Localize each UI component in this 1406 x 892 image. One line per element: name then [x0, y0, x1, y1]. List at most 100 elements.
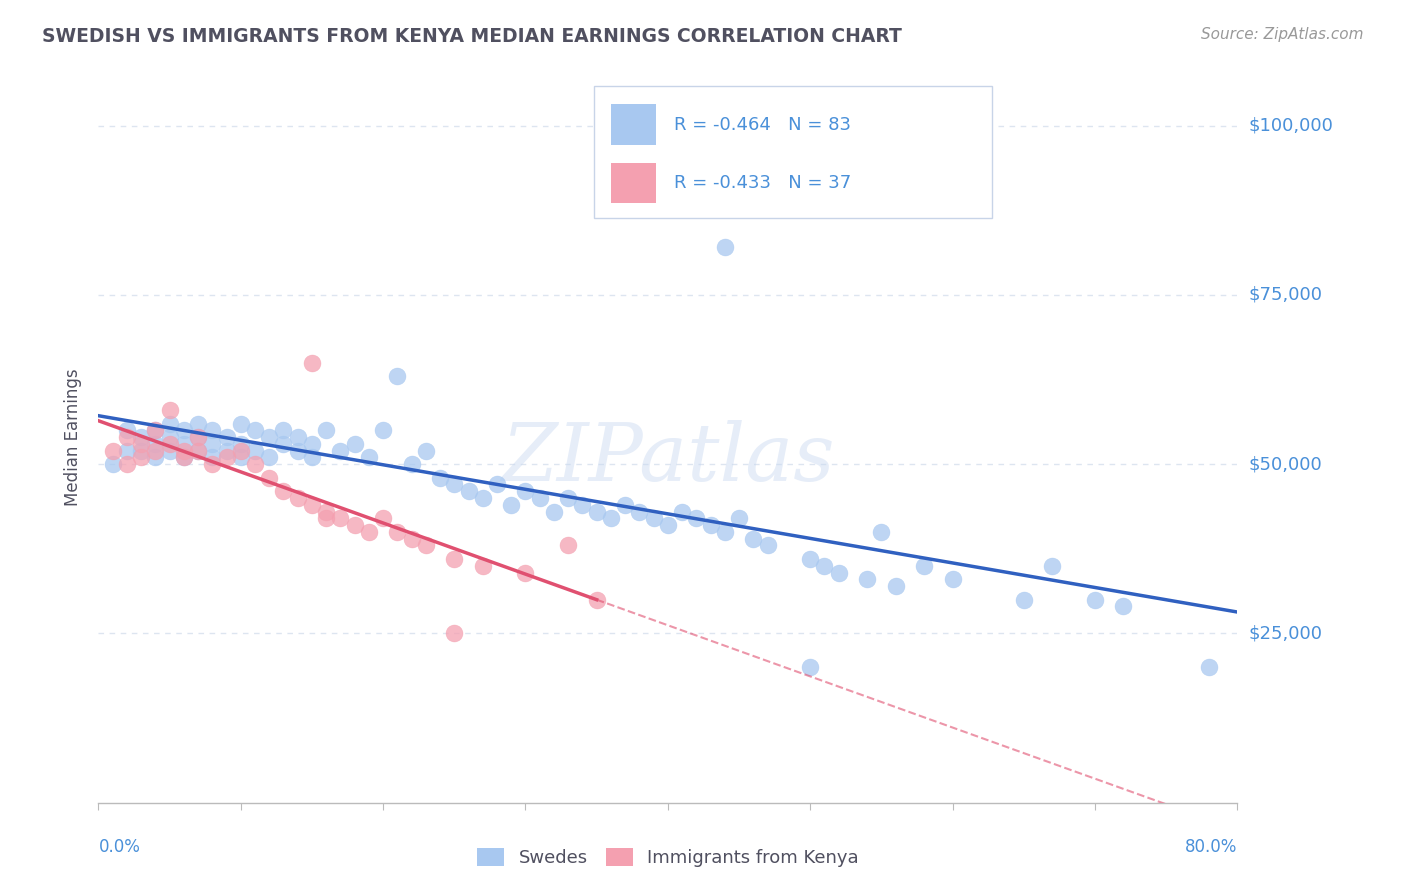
Point	[443, 477, 465, 491]
Point	[301, 355, 323, 369]
Point	[329, 511, 352, 525]
Point	[173, 450, 195, 465]
Point	[557, 538, 579, 552]
Bar	[612, 104, 657, 145]
Point	[145, 443, 167, 458]
Text: R = -0.464   N = 83: R = -0.464 N = 83	[673, 116, 851, 134]
Point	[828, 566, 851, 580]
Point	[628, 505, 651, 519]
Point	[387, 369, 409, 384]
Point	[1084, 592, 1107, 607]
Point	[301, 450, 323, 465]
Point	[187, 443, 209, 458]
Point	[813, 558, 835, 573]
Point	[315, 511, 337, 525]
Text: Source: ZipAtlas.com: Source: ZipAtlas.com	[1201, 27, 1364, 42]
Point	[742, 532, 765, 546]
Point	[145, 423, 167, 437]
Point	[101, 443, 124, 458]
Point	[671, 505, 693, 519]
Point	[129, 450, 152, 465]
Point	[215, 443, 238, 458]
Point	[471, 558, 494, 573]
Point	[942, 572, 965, 586]
Point	[145, 450, 167, 465]
Point	[799, 660, 821, 674]
Point	[187, 430, 209, 444]
Point	[357, 524, 380, 539]
Point	[443, 552, 465, 566]
Point	[173, 443, 195, 458]
Point	[401, 457, 423, 471]
Point	[756, 538, 779, 552]
Point	[115, 423, 138, 437]
Point	[699, 518, 721, 533]
Point	[571, 498, 593, 512]
Point	[145, 437, 167, 451]
Bar	[612, 163, 657, 203]
Point	[229, 450, 252, 465]
Point	[273, 437, 295, 451]
Point	[229, 417, 252, 431]
Point	[201, 457, 224, 471]
Point	[714, 524, 737, 539]
Point	[343, 437, 366, 451]
Point	[614, 498, 637, 512]
Point	[585, 592, 607, 607]
Point	[657, 518, 679, 533]
Point	[357, 450, 380, 465]
Text: 0.0%: 0.0%	[98, 838, 141, 855]
Point	[215, 430, 238, 444]
Point	[259, 430, 281, 444]
Point	[1198, 660, 1220, 674]
Point	[129, 430, 152, 444]
Point	[229, 443, 252, 458]
Point	[884, 579, 907, 593]
Point	[387, 524, 409, 539]
Point	[501, 498, 523, 512]
Point	[515, 484, 537, 499]
Point	[600, 186, 623, 201]
Point	[201, 450, 224, 465]
Point	[315, 423, 337, 437]
Point	[201, 437, 224, 451]
Point	[373, 511, 395, 525]
Point	[159, 417, 181, 431]
Point	[643, 511, 665, 525]
Point	[159, 403, 181, 417]
Point	[273, 484, 295, 499]
FancyBboxPatch shape	[593, 86, 993, 218]
Point	[159, 443, 181, 458]
Point	[685, 511, 707, 525]
Text: SWEDISH VS IMMIGRANTS FROM KENYA MEDIAN EARNINGS CORRELATION CHART: SWEDISH VS IMMIGRANTS FROM KENYA MEDIAN …	[42, 27, 903, 45]
Point	[243, 423, 266, 437]
Point	[799, 552, 821, 566]
Point	[301, 498, 323, 512]
Point	[243, 457, 266, 471]
Point	[329, 443, 352, 458]
Point	[415, 538, 437, 552]
Point	[1112, 599, 1135, 614]
Point	[343, 518, 366, 533]
Point	[714, 240, 737, 254]
Point	[273, 423, 295, 437]
Point	[187, 430, 209, 444]
Point	[115, 457, 138, 471]
Point	[115, 443, 138, 458]
Point	[129, 437, 152, 451]
Point	[159, 430, 181, 444]
Point	[173, 450, 195, 465]
Point	[486, 477, 509, 491]
Point	[115, 430, 138, 444]
Point	[429, 471, 451, 485]
Point	[173, 423, 195, 437]
Point	[471, 491, 494, 505]
Point	[1012, 592, 1035, 607]
Point	[173, 437, 195, 451]
Point	[912, 558, 935, 573]
Point	[259, 471, 281, 485]
Point	[870, 524, 893, 539]
Point	[287, 491, 309, 505]
Point	[259, 450, 281, 465]
Point	[373, 423, 395, 437]
